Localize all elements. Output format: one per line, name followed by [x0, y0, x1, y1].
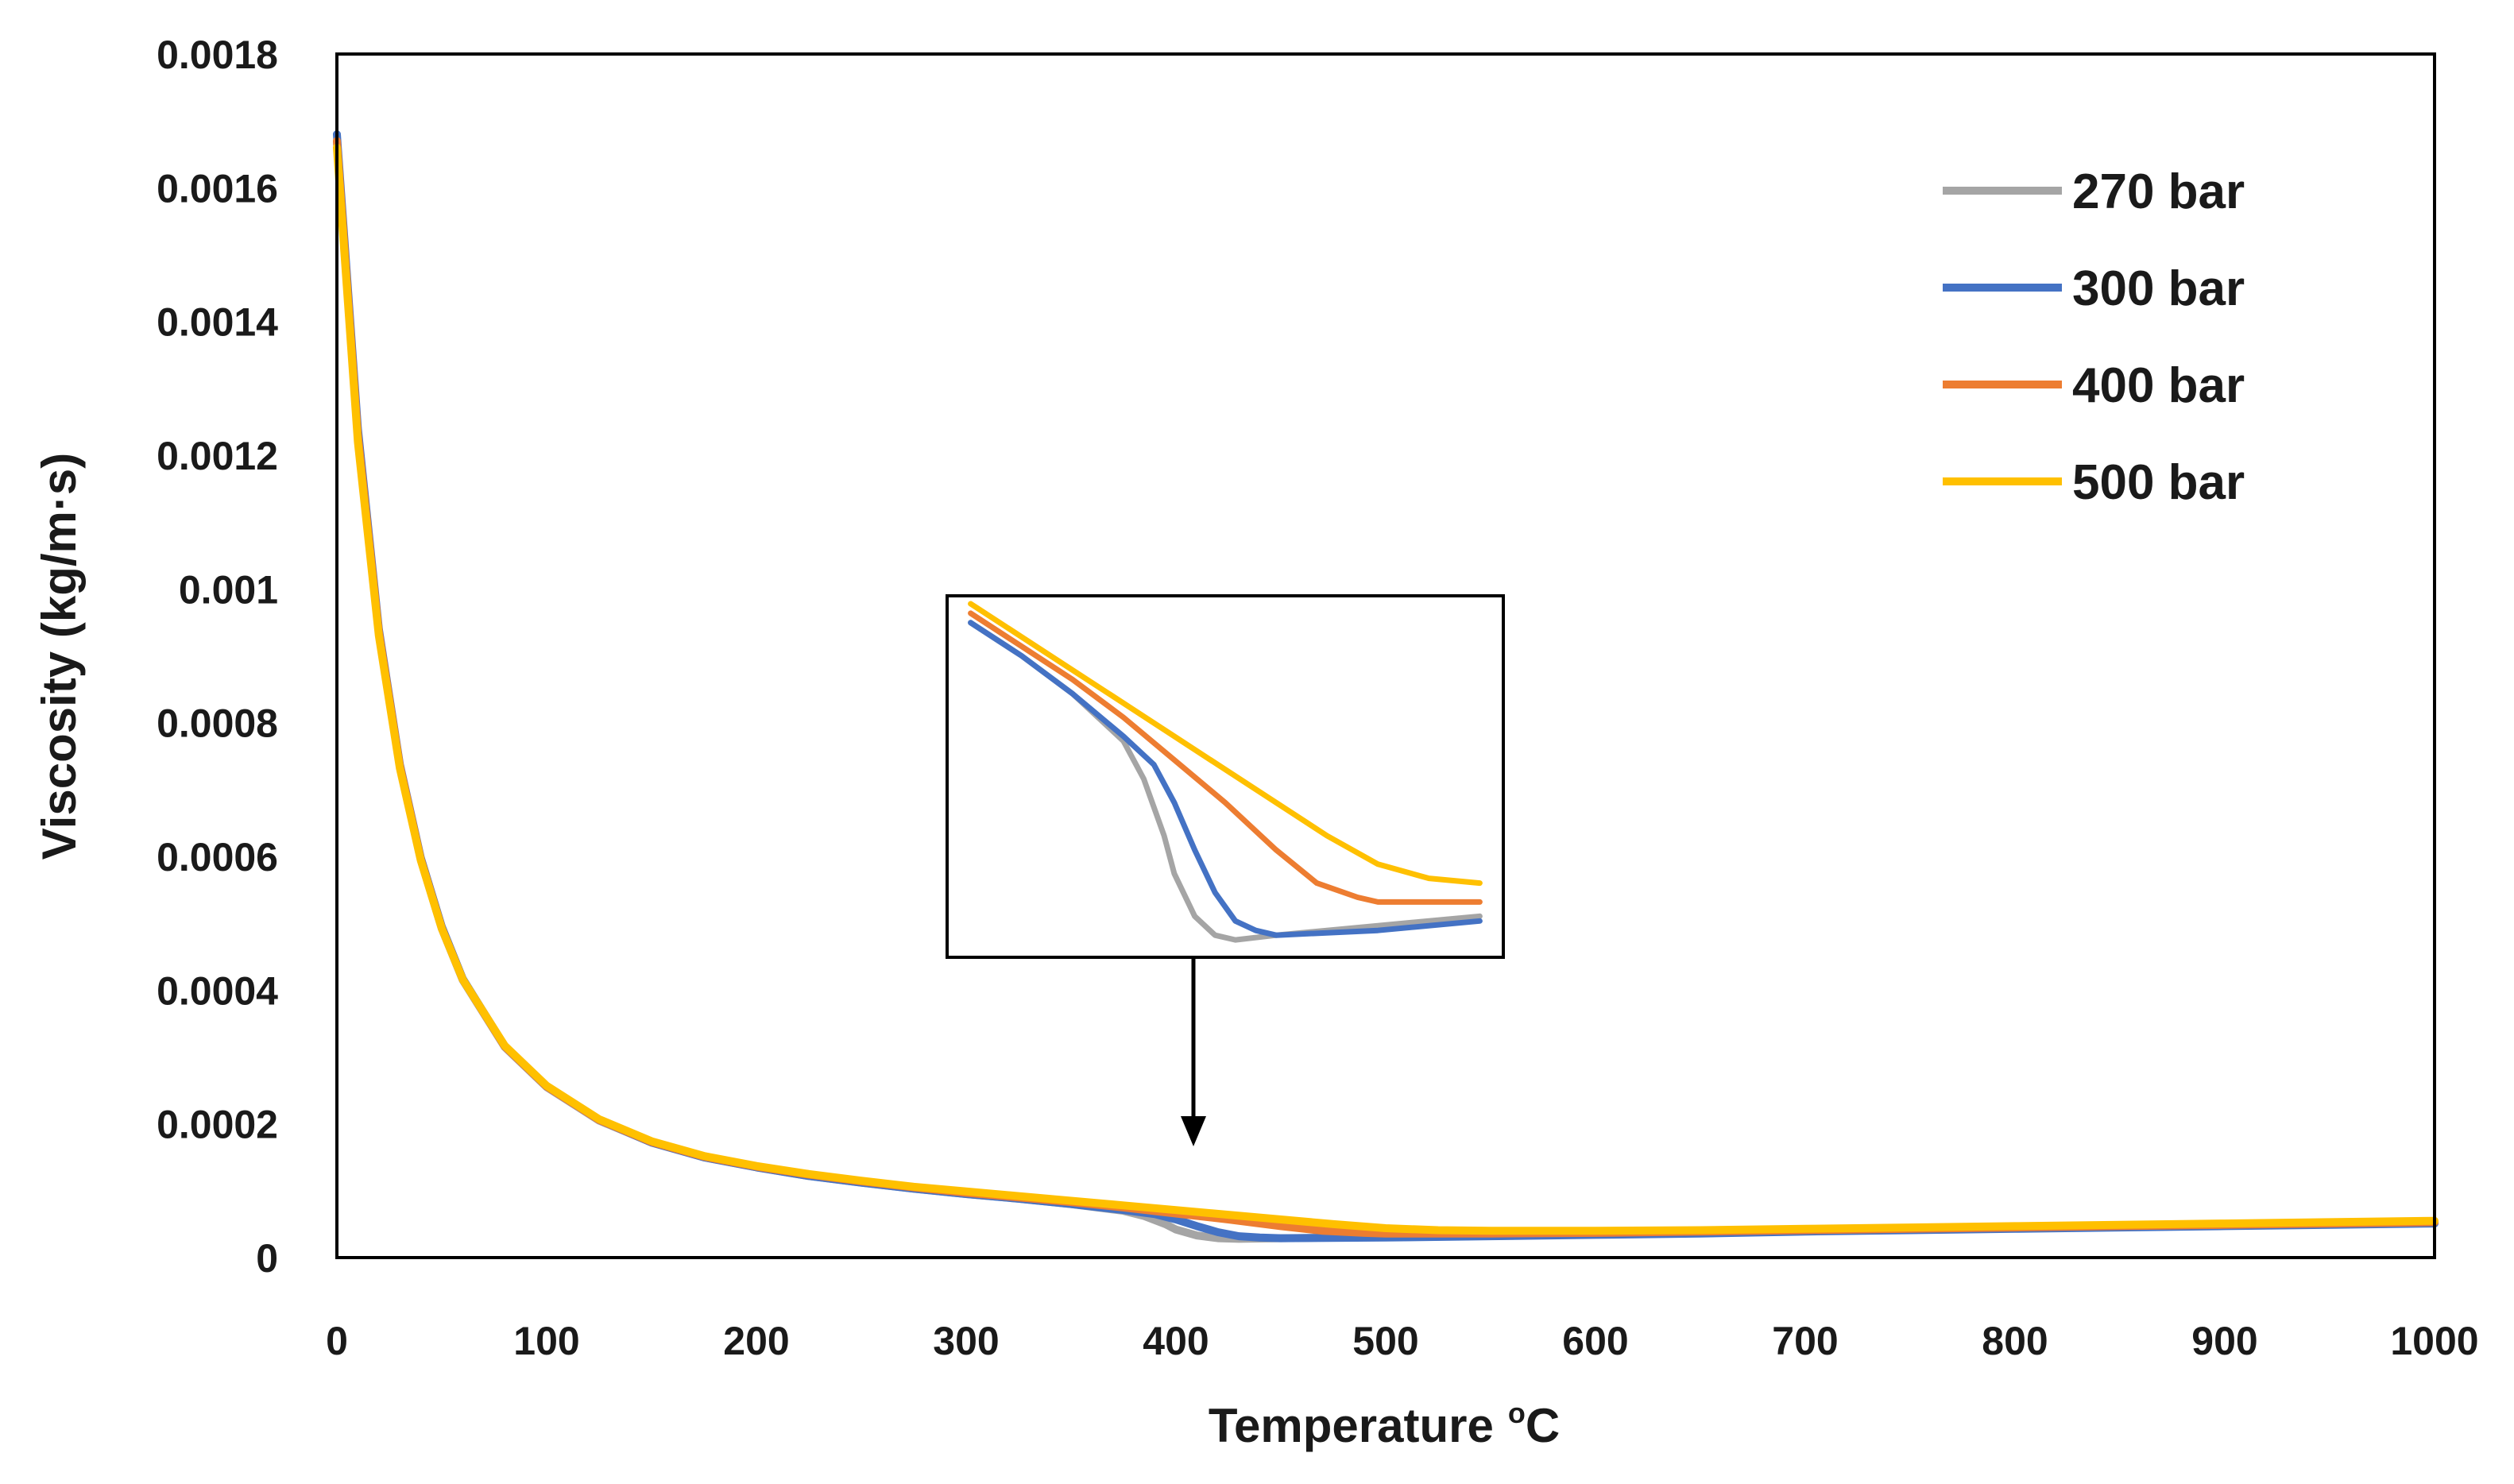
- x-tick-label: 500: [1352, 1319, 1418, 1363]
- x-tick-label: 300: [933, 1319, 999, 1363]
- y-tick-label: 0.0014: [157, 300, 278, 345]
- y-tick-label: 0.0008: [157, 701, 278, 746]
- x-axis-title-text: Temperature: [1209, 1399, 1494, 1452]
- x-tick-label: 400: [1143, 1319, 1209, 1363]
- x-tick-label: 100: [513, 1319, 579, 1363]
- y-tick-label: 0.0006: [157, 835, 278, 879]
- x-tick-label: 200: [723, 1319, 789, 1363]
- zoom-inset-line-500-bar: [968, 601, 1483, 887]
- x-tick-label: 600: [1562, 1319, 1628, 1363]
- x-tick-label: 700: [1772, 1319, 1838, 1363]
- x-axis-title: Temperature oC: [1209, 1397, 1560, 1452]
- x-axis-title-superscript: o: [1508, 1397, 1526, 1429]
- x-tick-label: 900: [2191, 1319, 2257, 1363]
- y-tick-label: 0.0016: [157, 166, 278, 211]
- x-tick-label: 800: [1982, 1319, 2048, 1363]
- tick-labels: 0 100 200 300 400 500 600 700 800 900 1000 0 0.0002 0…: [157, 33, 2479, 1363]
- plot-area-frame: [335, 52, 2436, 1259]
- y-axis-title: Viscosity (kg/m·s): [33, 453, 86, 860]
- y-tick-label: 0.001: [179, 567, 278, 612]
- y-tick-label: 0.0004: [157, 968, 278, 1013]
- legend-label-500-bar: 500 bar: [2072, 455, 2245, 510]
- x-tick-label: 0: [326, 1319, 348, 1363]
- zoom-inset-arrow-head: [1181, 1116, 1206, 1146]
- series-layer: [333, 130, 2439, 1243]
- legend-label-400-bar: 400 bar: [2072, 358, 2245, 413]
- zoom-inset: [946, 594, 1505, 1146]
- y-tick-label: 0: [256, 1236, 278, 1281]
- legend: 270 bar 300 bar 400 bar 500 bar: [1943, 164, 2245, 510]
- legend-label-300-bar: 300 bar: [2072, 261, 2245, 316]
- y-tick-label: 0.0002: [157, 1103, 278, 1147]
- x-tick-label: 1000: [2390, 1319, 2478, 1363]
- series-line-500-bar: [333, 143, 2439, 1235]
- zoom-inset-line-400-bar: [968, 610, 1483, 905]
- legend-label-270-bar: 270 bar: [2072, 164, 2245, 219]
- zoom-inset-series: [968, 601, 1483, 943]
- x-axis-title-unit: C: [1526, 1399, 1560, 1452]
- y-tick-label: 0.0012: [157, 434, 278, 478]
- zoom-inset-line-300-bar: [968, 620, 1483, 938]
- y-tick-label: 0.0018: [157, 33, 278, 77]
